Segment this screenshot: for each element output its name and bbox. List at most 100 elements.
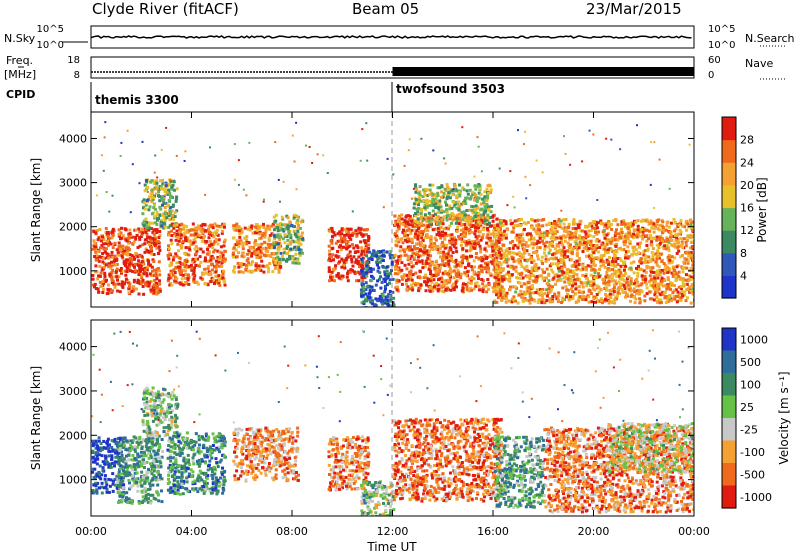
power-cell — [428, 278, 432, 282]
power-cell — [444, 200, 447, 204]
power-cell — [415, 229, 419, 233]
power-cell — [365, 254, 369, 258]
power-cell — [673, 242, 677, 246]
power-cell — [653, 293, 657, 297]
power-cell — [470, 288, 474, 292]
power-cell — [575, 273, 579, 277]
power-cell — [376, 261, 379, 265]
power-cell — [542, 218, 546, 221]
power-cell — [184, 224, 188, 228]
power-cell — [687, 251, 691, 255]
power-cell — [480, 259, 484, 263]
power-cell — [477, 224, 481, 227]
power-cell — [120, 269, 124, 273]
power-cell — [181, 273, 185, 277]
power-cell — [211, 268, 214, 272]
power-cell — [392, 303, 396, 307]
power-cell — [604, 293, 607, 296]
power-cell — [557, 291, 561, 295]
power-cell — [163, 215, 167, 219]
power-cell — [634, 248, 638, 252]
power-cell — [433, 267, 437, 271]
power-cell — [393, 214, 397, 218]
power-cell — [158, 213, 162, 217]
power-cell — [643, 274, 647, 278]
power-cell — [142, 219, 146, 223]
power-cell — [395, 259, 399, 263]
power-cell — [428, 193, 432, 196]
power-cell — [183, 252, 187, 256]
power-cell — [656, 284, 659, 288]
power-cell — [182, 224, 186, 228]
power-cell — [345, 230, 349, 234]
power-cell — [342, 261, 346, 265]
power-cell — [440, 278, 444, 282]
power-cell — [479, 208, 483, 212]
power-cell — [490, 253, 494, 257]
power-cell — [629, 266, 633, 270]
power-cell — [567, 294, 571, 298]
power-cell — [679, 287, 683, 291]
power-cell — [352, 246, 356, 250]
power-cell — [419, 221, 423, 225]
power-cell — [298, 226, 302, 230]
power-cell — [148, 226, 152, 230]
power-cell — [644, 278, 647, 282]
power-cell — [395, 278, 399, 282]
power-cell — [187, 246, 191, 250]
power-cell — [274, 242, 278, 246]
power-cell — [117, 282, 121, 286]
power-cell — [250, 252, 254, 256]
power-cell — [626, 245, 630, 249]
power-cell — [451, 193, 455, 197]
power-cell — [581, 236, 584, 240]
power-cell — [390, 260, 394, 264]
power-cell — [513, 251, 516, 255]
power-cell — [536, 246, 540, 250]
power-cell — [519, 276, 522, 280]
power-cell — [257, 246, 261, 250]
power-cell — [505, 291, 509, 295]
power-cell — [147, 228, 151, 232]
power-cell — [364, 228, 368, 232]
power-cell — [551, 295, 555, 298]
power-cell — [520, 218, 523, 221]
power-cell — [627, 249, 631, 253]
power-cell — [486, 266, 490, 270]
power-cell — [384, 275, 388, 279]
power-cell — [438, 199, 442, 203]
power-cell — [453, 282, 457, 286]
power-cell — [272, 256, 275, 260]
power-cell — [443, 237, 447, 241]
power-cell — [110, 231, 114, 235]
power-cell — [626, 287, 630, 291]
power-cell — [172, 226, 176, 230]
power-cell — [634, 233, 637, 237]
power-cell — [531, 291, 535, 295]
power-cell — [178, 271, 182, 275]
power-cell — [153, 234, 157, 238]
power-cell — [426, 201, 429, 205]
power-cell — [197, 233, 201, 237]
power-cell — [365, 274, 369, 278]
power-cell — [163, 212, 167, 215]
power-cell — [620, 220, 624, 224]
power-cell — [440, 263, 443, 267]
power-cell — [596, 226, 600, 230]
power-cell — [289, 236, 293, 240]
power-cell — [527, 299, 531, 303]
power-cell — [439, 236, 443, 240]
power-cell — [454, 265, 458, 269]
power-cell — [93, 255, 97, 258]
power-cell — [469, 224, 473, 228]
power-cell — [573, 278, 577, 282]
power-cell — [450, 233, 454, 237]
power-cell — [247, 261, 251, 265]
power-cell — [334, 254, 338, 258]
power-cell — [155, 275, 159, 279]
power-cell — [149, 247, 153, 251]
power-cell — [207, 228, 211, 232]
power-cell — [423, 206, 427, 210]
power-cell — [91, 283, 95, 287]
power-cell — [547, 222, 551, 226]
